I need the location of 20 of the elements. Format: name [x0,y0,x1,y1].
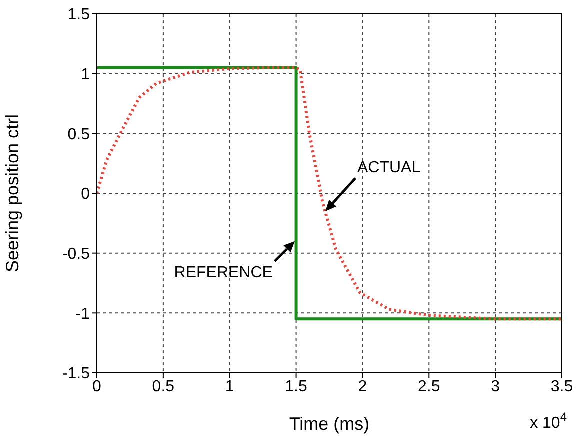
annotation: REFERENCE [174,264,273,282]
x-tick-label: 3 [491,378,500,396]
x-tick-label: 3.5 [550,378,574,396]
annotation: ACTUAL [358,159,421,176]
text: x 10$^{4}$ [530,410,568,432]
y-tick-label: -1.5 [62,366,90,383]
x-tick-label: 2 [358,378,368,396]
y-axis-title: Seering position ctrl [2,114,22,273]
y-tick-label: 1.5 [68,6,90,24]
y-tick-label: -0.5 [62,246,90,264]
x-tick-label: 0 [92,378,102,396]
y-tick-label: 0 [81,186,90,204]
x-tick-label: 1.5 [285,378,308,396]
y-tick-label: 0.5 [68,126,90,144]
y-tick-label: -1 [76,306,90,323]
x-axis-title: Time (ms) [289,414,370,434]
x-tick-label: 2.5 [418,378,440,396]
x-tick-label: 1 [225,378,234,396]
x-tick-label: 0.5 [152,378,175,396]
y-tick-label: 1 [81,66,90,84]
